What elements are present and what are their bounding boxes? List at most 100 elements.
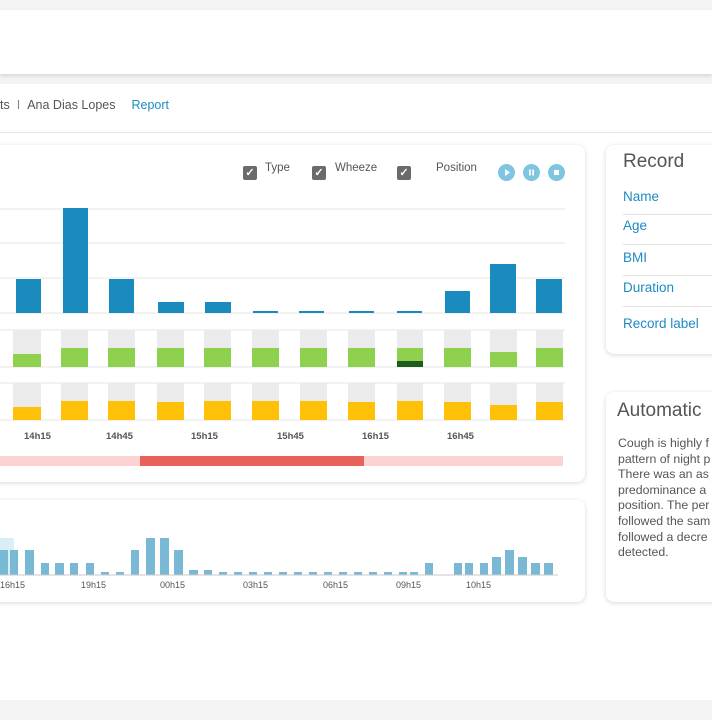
breadcrumb-patient[interactable]: Ana Dias Lopes bbox=[27, 98, 116, 112]
type-bar[interactable] bbox=[158, 302, 184, 313]
record-field-label[interactable]: Record label bbox=[623, 316, 699, 331]
position-bar[interactable] bbox=[348, 402, 375, 420]
type-bar[interactable] bbox=[299, 311, 324, 313]
overview-bar[interactable] bbox=[410, 572, 418, 575]
position-bar[interactable] bbox=[61, 401, 88, 420]
record-field-duration[interactable]: Duration bbox=[623, 280, 675, 295]
overview-bar[interactable] bbox=[294, 572, 302, 575]
wheeze-bar[interactable] bbox=[252, 348, 279, 367]
overview-bar[interactable] bbox=[25, 550, 34, 575]
type-bar[interactable] bbox=[63, 208, 88, 313]
record-card bbox=[606, 145, 712, 354]
overview-bar[interactable] bbox=[249, 572, 257, 575]
overview-bar[interactable] bbox=[116, 572, 124, 575]
wheeze-bar[interactable] bbox=[204, 348, 231, 367]
position-bar[interactable] bbox=[300, 401, 327, 420]
overview-bar[interactable] bbox=[518, 557, 527, 575]
position-bar[interactable] bbox=[444, 402, 471, 420]
type-bar[interactable] bbox=[16, 279, 41, 313]
wheeze-checkbox[interactable]: ✓ bbox=[312, 166, 326, 180]
wheeze-bar[interactable] bbox=[61, 348, 88, 367]
overview-bar[interactable] bbox=[279, 572, 287, 575]
position-bar[interactable] bbox=[252, 401, 279, 420]
type-bar[interactable] bbox=[109, 279, 134, 313]
overview-bar[interactable] bbox=[531, 563, 540, 575]
overview-bar[interactable] bbox=[234, 572, 242, 575]
overview-bar[interactable] bbox=[465, 563, 473, 575]
overview-bar[interactable] bbox=[384, 572, 392, 575]
scrubber-handle[interactable] bbox=[140, 456, 364, 466]
position-bar[interactable] bbox=[397, 401, 423, 420]
overview-bar[interactable] bbox=[425, 563, 433, 575]
wheeze-bar-dark[interactable] bbox=[397, 361, 423, 367]
overview-bar[interactable] bbox=[544, 563, 553, 575]
overview-bar[interactable] bbox=[339, 572, 347, 575]
record-field-age[interactable]: Age bbox=[623, 218, 648, 233]
overview-bar[interactable] bbox=[219, 572, 227, 575]
overview-bar[interactable] bbox=[189, 570, 198, 575]
record-field-bmi[interactable]: BMI bbox=[623, 250, 648, 265]
position-bar[interactable] bbox=[157, 402, 184, 420]
wheeze-bar[interactable] bbox=[157, 348, 184, 367]
wheeze-bar[interactable] bbox=[397, 348, 423, 361]
overview-bar[interactable] bbox=[354, 572, 362, 575]
position-bar[interactable] bbox=[13, 407, 41, 420]
breadcrumb-partial[interactable]: ts bbox=[0, 98, 10, 112]
type-checkbox[interactable]: ✓ bbox=[243, 166, 257, 180]
overview-bar[interactable] bbox=[505, 550, 514, 575]
type-bar[interactable] bbox=[490, 264, 516, 313]
overview-bar[interactable] bbox=[70, 563, 78, 575]
type-bar[interactable] bbox=[205, 302, 231, 313]
overview-bar[interactable] bbox=[41, 563, 49, 575]
pause-button[interactable] bbox=[523, 164, 540, 181]
overview-bar[interactable] bbox=[86, 563, 94, 575]
wheeze-bar[interactable] bbox=[300, 348, 327, 367]
stop-icon bbox=[554, 170, 559, 175]
timeline-scrubber[interactable] bbox=[0, 456, 563, 466]
overview-tick-label: 00h15 bbox=[160, 580, 185, 590]
position-bar[interactable] bbox=[536, 402, 563, 420]
type-bar[interactable] bbox=[349, 311, 374, 313]
position-bar[interactable] bbox=[108, 401, 135, 420]
type-bar[interactable] bbox=[536, 279, 562, 313]
position-bar[interactable] bbox=[204, 401, 231, 420]
breadcrumb-separator: I bbox=[16, 98, 21, 112]
overview-bars bbox=[0, 538, 553, 575]
overview-bar[interactable] bbox=[399, 572, 407, 575]
overview-bar[interactable] bbox=[10, 550, 18, 575]
overview-bar[interactable] bbox=[160, 538, 169, 575]
wheeze-bar[interactable] bbox=[13, 354, 41, 367]
play-button[interactable] bbox=[498, 164, 515, 181]
stop-button[interactable] bbox=[548, 164, 565, 181]
overview-bar[interactable] bbox=[55, 563, 64, 575]
overview-bar[interactable] bbox=[309, 572, 317, 575]
overview-bar[interactable] bbox=[146, 538, 155, 575]
wheeze-bar[interactable] bbox=[536, 348, 563, 367]
overview-bar[interactable] bbox=[174, 550, 183, 575]
overview-bar[interactable] bbox=[101, 572, 109, 575]
overview-bar[interactable] bbox=[324, 572, 332, 575]
overview-bar[interactable] bbox=[131, 550, 139, 575]
overview-bar[interactable] bbox=[369, 572, 377, 575]
type-bar[interactable] bbox=[253, 311, 278, 313]
position-checkbox[interactable]: ✓ bbox=[397, 166, 411, 180]
overview-bar[interactable] bbox=[492, 557, 501, 575]
wheeze-bar[interactable] bbox=[348, 348, 375, 367]
overview-bar[interactable] bbox=[0, 550, 8, 575]
record-field-name[interactable]: Name bbox=[623, 189, 660, 204]
overview-bar[interactable] bbox=[480, 563, 488, 575]
overview-bar[interactable] bbox=[264, 572, 272, 575]
wheeze-bar[interactable] bbox=[444, 348, 471, 367]
x-tick-label: 16h45 bbox=[447, 431, 475, 442]
overview-bar[interactable] bbox=[204, 570, 212, 575]
record-divider bbox=[623, 306, 712, 307]
type-bar[interactable] bbox=[397, 311, 422, 313]
type-bar[interactable] bbox=[445, 291, 470, 313]
wheeze-bar[interactable] bbox=[108, 348, 135, 367]
breadcrumb-report-link[interactable]: Report bbox=[131, 98, 170, 112]
overview-bar[interactable] bbox=[454, 563, 462, 575]
overview-tick-label: 03h15 bbox=[243, 580, 268, 590]
position-bar[interactable] bbox=[490, 405, 517, 420]
wheeze-bar[interactable] bbox=[490, 352, 517, 367]
